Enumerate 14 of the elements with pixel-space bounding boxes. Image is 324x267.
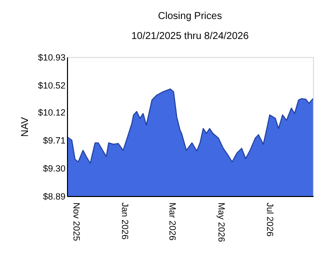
y-tick-label: $9.30 [42,164,66,174]
y-tick-label: $8.89 [42,192,66,202]
y-tick-label: $10.12 [38,108,66,118]
chart-subtitle: 10/21/2025 thru 8/24/2026 [131,31,250,42]
chart-title: Closing Prices [158,11,222,22]
y-tick-label: $9.71 [42,136,66,146]
x-tick-label: Jan 2026 [120,202,130,240]
y-tick-label: $10.52 [38,80,66,90]
x-tick-label: Nov 2025 [71,202,82,242]
x-tick-label: May 2026 [216,202,226,242]
x-tick-label: Mar 2026 [167,202,178,241]
y-tick-label: $10.93 [38,52,66,62]
y-axis-title: NAV [20,116,31,137]
x-tick-label: Jul 2026 [265,202,276,237]
